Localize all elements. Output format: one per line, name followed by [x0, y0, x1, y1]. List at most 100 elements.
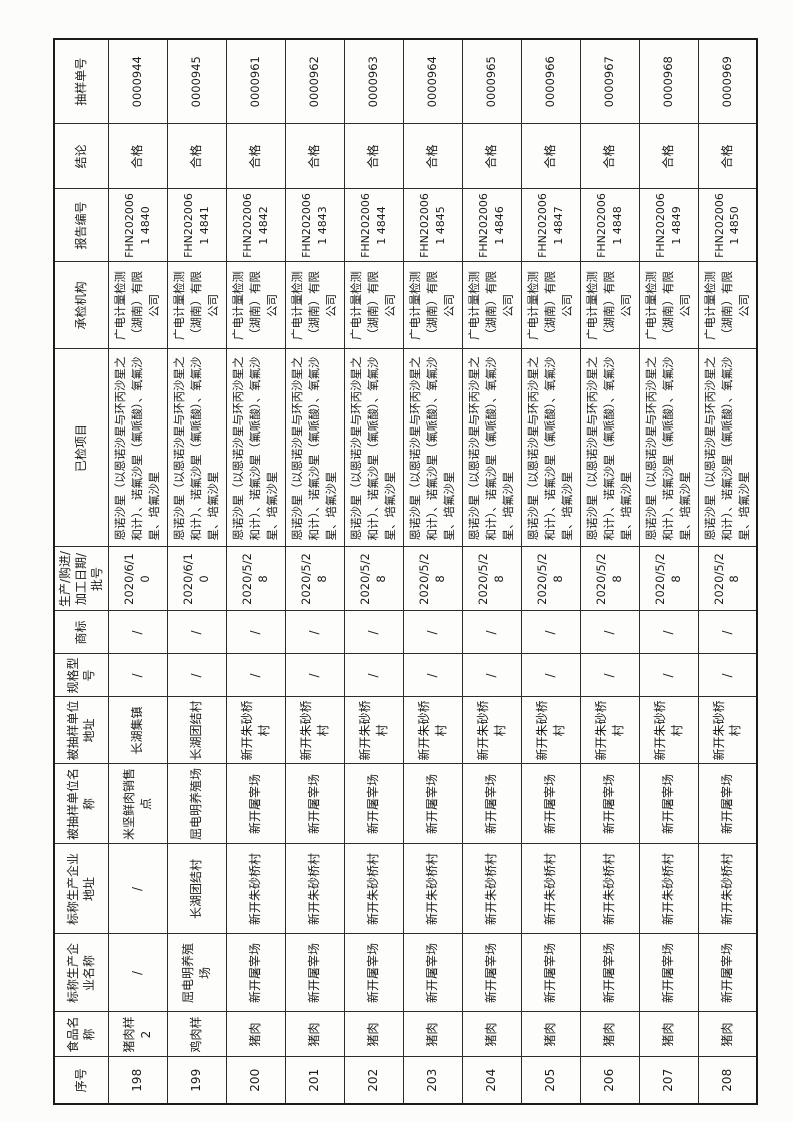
cell-sample_no: 0000967 [580, 39, 640, 124]
cell-report_no: FHN2020061 4841 [167, 189, 227, 262]
cell-sample_no: 0000961 [226, 39, 286, 124]
cell-food_name: 猪肉 [639, 1012, 699, 1057]
cell-report_no: FHN2020061 4847 [521, 189, 581, 262]
cell-seq: 205 [521, 1057, 581, 1104]
cell-food_name: 猪肉 [344, 1012, 404, 1057]
column-header-sampled_unit_address: 被抽样单位地址 [54, 697, 109, 764]
cell-tested_items: 恩诺沙星（以恩诺沙星与环丙沙星之和计）、诺氟沙星（氟哌酸）、氧氟沙星、培氟沙星 [285, 349, 345, 547]
cell-producer_address: 新开朱砂桥村 [521, 844, 581, 934]
table-row: 204 猪肉 新开屠宰场 新开朱砂桥村 新开屠宰场 新开朱砂桥村 //2020/5/28 恩诺… [462, 39, 522, 1104]
cell-report_no: FHN2020061 4844 [344, 189, 404, 262]
cell-tested_items: 恩诺沙星（以恩诺沙星与环丙沙星之和计）、诺氟沙星（氟哌酸）、氧氟沙星、培氟沙星 [521, 349, 581, 547]
cell-seq: 199 [167, 1057, 227, 1104]
cell-report_no: FHN2020061 4845 [403, 189, 463, 262]
cell-seq: 203 [403, 1057, 463, 1104]
column-header-seq: 序号 [54, 1057, 109, 1104]
cell-conclusion: 合格 [226, 124, 286, 189]
cell-conclusion: 合格 [580, 124, 640, 189]
table-row: 202 猪肉 新开屠宰场 新开朱砂桥村 新开屠宰场 新开朱砂桥村 //2020/5/28 恩诺… [344, 39, 404, 1104]
cell-producer_name: 新开屠宰场 [521, 934, 581, 1012]
cell-inspection_agency: 广电计量检测（湖南）有限公司 [226, 262, 286, 349]
cell-production_date: 2020/5/28 [521, 547, 581, 611]
column-header-production_date: 生产/购进/加工日期/批号 [54, 547, 109, 611]
cell-conclusion: 合格 [403, 124, 463, 189]
cell-brand: / [226, 611, 286, 654]
cell-food_name: 猪肉样2 [108, 1012, 168, 1057]
cell-brand: / [639, 611, 699, 654]
cell-tested_items: 恩诺沙星（以恩诺沙星与环丙沙星之和计）、诺氟沙星（氟哌酸）、氧氟沙星、培氟沙星 [226, 349, 286, 547]
cell-sampled_unit_name: 新开屠宰场 [580, 764, 640, 844]
cell-producer_address: 新开朱砂桥村 [403, 844, 463, 934]
cell-spec_model: / [698, 654, 758, 697]
cell-food_name: 猪肉 [521, 1012, 581, 1057]
cell-production_date: 2020/5/28 [639, 547, 699, 611]
cell-inspection_agency: 广电计量检测（湖南）有限公司 [639, 262, 699, 349]
column-header-inspection_agency: 承检机构 [54, 262, 109, 349]
table-header: 序号 食品名称 标称生产企业名称 标称生产企业地址 被抽样单位名称 被抽样单位地址 规格型号… [54, 39, 109, 1104]
cell-sample_no: 0000965 [462, 39, 522, 124]
cell-brand: / [580, 611, 640, 654]
cell-sampled_unit_name: 新开屠宰场 [639, 764, 699, 844]
cell-food_name: 鸡肉样 [167, 1012, 227, 1057]
cell-producer_name: 屈电明养殖场 [167, 934, 227, 1012]
cell-seq: 202 [344, 1057, 404, 1104]
cell-producer_address: 新开朱砂桥村 [462, 844, 522, 934]
cell-tested_items: 恩诺沙星（以恩诺沙星与环丙沙星之和计）、诺氟沙星（氟哌酸）、氧氟沙星、培氟沙星 [580, 349, 640, 547]
cell-production_date: 2020/5/28 [462, 547, 522, 611]
cell-sample_no: 0000964 [403, 39, 463, 124]
cell-conclusion: 合格 [344, 124, 404, 189]
cell-sampled_unit_name: 新开屠宰场 [403, 764, 463, 844]
table-row: 203 猪肉 新开屠宰场 新开朱砂桥村 新开屠宰场 新开朱砂桥村 //2020/5/28 恩诺… [403, 39, 463, 1104]
cell-food_name: 猪肉 [580, 1012, 640, 1057]
cell-brand: / [462, 611, 522, 654]
cell-spec_model: / [167, 654, 227, 697]
cell-food_name: 猪肉 [698, 1012, 758, 1057]
cell-production_date: 2020/5/28 [285, 547, 345, 611]
cell-sampled_unit_name: 米坚鲜肉销售点 [108, 764, 168, 844]
cell-production_date: 2020/5/28 [403, 547, 463, 611]
cell-inspection_agency: 广电计量检测（湖南）有限公司 [403, 262, 463, 349]
cell-sampled_unit_name: 新开屠宰场 [344, 764, 404, 844]
table-row: 207 猪肉 新开屠宰场 新开朱砂桥村 新开屠宰场 新开朱砂桥村 //2020/5/28 恩诺… [639, 39, 699, 1104]
cell-food_name: 猪肉 [285, 1012, 345, 1057]
table-row: 206 猪肉 新开屠宰场 新开朱砂桥村 新开屠宰场 新开朱砂桥村 //2020/5/28 恩诺… [580, 39, 640, 1104]
cell-seq: 201 [285, 1057, 345, 1104]
cell-sampled_unit_address: 新开朱砂桥村 [285, 697, 345, 764]
table-row: 200 猪肉 新开屠宰场 新开朱砂桥村 新开屠宰场 新开朱砂桥村 //2020/5/28 恩诺… [226, 39, 286, 1104]
cell-producer_name: 新开屠宰场 [462, 934, 522, 1012]
cell-brand: / [698, 611, 758, 654]
cell-producer_address: / [108, 844, 168, 934]
cell-producer_name: 新开屠宰场 [698, 934, 758, 1012]
cell-tested_items: 恩诺沙星（以恩诺沙星与环丙沙星之和计）、诺氟沙星（氟哌酸）、氧氟沙星、培氟沙星 [167, 349, 227, 547]
cell-producer_name: 新开屠宰场 [403, 934, 463, 1012]
cell-sampled_unit_name: 屈电明养殖场 [167, 764, 227, 844]
cell-sampled_unit_name: 新开屠宰场 [462, 764, 522, 844]
cell-producer_address: 新开朱砂桥村 [344, 844, 404, 934]
cell-brand: / [285, 611, 345, 654]
cell-report_no: FHN2020061 4849 [639, 189, 699, 262]
cell-producer_address: 新开朱砂桥村 [639, 844, 699, 934]
cell-production_date: 2020/6/10 [108, 547, 168, 611]
cell-brand: / [167, 611, 227, 654]
cell-report_no: FHN2020061 4842 [226, 189, 286, 262]
cell-conclusion: 合格 [285, 124, 345, 189]
cell-tested_items: 恩诺沙星（以恩诺沙星与环丙沙星之和计）、诺氟沙星（氟哌酸）、氧氟沙星、培氟沙星 [462, 349, 522, 547]
cell-report_no: FHN2020061 4846 [462, 189, 522, 262]
cell-conclusion: 合格 [639, 124, 699, 189]
column-header-spec_model: 规格型号 [54, 654, 109, 697]
cell-brand: / [344, 611, 404, 654]
header-row: 序号 食品名称 标称生产企业名称 标称生产企业地址 被抽样单位名称 被抽样单位地址 规格型号… [54, 39, 109, 1104]
table-body: 198 猪肉样2// 米坚鲜肉销售点 长湖集镇 //2020/6/10 恩诺沙星（以恩诺沙… [108, 39, 758, 1104]
cell-sample_no: 0000963 [344, 39, 404, 124]
cell-spec_model: / [108, 654, 168, 697]
cell-sample_no: 0000945 [167, 39, 227, 124]
table-row: 205 猪肉 新开屠宰场 新开朱砂桥村 新开屠宰场 新开朱砂桥村 //2020/5/28 恩诺… [521, 39, 581, 1104]
column-header-brand: 商标 [54, 611, 109, 654]
column-header-report_no: 报告编号 [54, 189, 109, 262]
cell-sampled_unit_address: 新开朱砂桥村 [403, 697, 463, 764]
cell-spec_model: / [403, 654, 463, 697]
table-row: 208 猪肉 新开屠宰场 新开朱砂桥村 新开屠宰场 新开朱砂桥村 //2020/5/28 恩诺… [698, 39, 758, 1104]
cell-producer_name: 新开屠宰场 [285, 934, 345, 1012]
cell-inspection_agency: 广电计量检测（湖南）有限公司 [344, 262, 404, 349]
